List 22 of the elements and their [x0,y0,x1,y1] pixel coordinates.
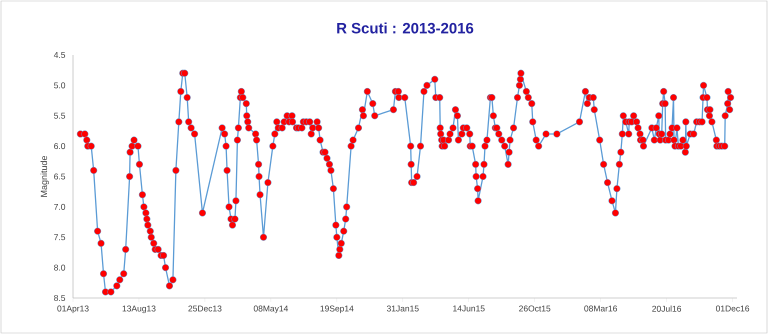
chart-title: R Scuti : 2013-2016 [337,22,474,34]
x-tick-label: 26Oct15 [519,306,550,312]
y-tick-label: 6.0 [54,143,66,150]
x-tick-label: 13Aug13 [122,306,156,314]
y-tick-label: 6.5 [54,174,66,180]
x-tick-label: 08May14 [254,306,288,314]
x-tick-label: 19Sep14 [320,306,354,314]
y-tick-label: 5.5 [54,112,66,119]
x-tick-label: 14Jun15 [453,306,485,312]
y-tick-label: 5.0 [54,82,66,88]
y-tick-label: 7.0 [54,204,66,210]
y-tick-label: 8.0 [54,264,66,271]
x-tick-label: 25Dec13 [188,306,222,312]
x-tick-label: 08Mar16 [584,306,618,312]
y-axis-title: Magnitude [40,156,49,197]
x-tick-label: 31Jan15 [386,306,419,312]
y-tick-label: 8.5 [54,295,66,301]
x-tick-label: 01Apr13 [57,306,89,314]
y-tick-label: 7.5 [54,234,66,240]
y-tick-label: 4.5 [54,52,66,58]
x-tick-label: 01Dec16 [716,306,750,312]
x-tick-label: 20Jul16 [652,306,682,312]
